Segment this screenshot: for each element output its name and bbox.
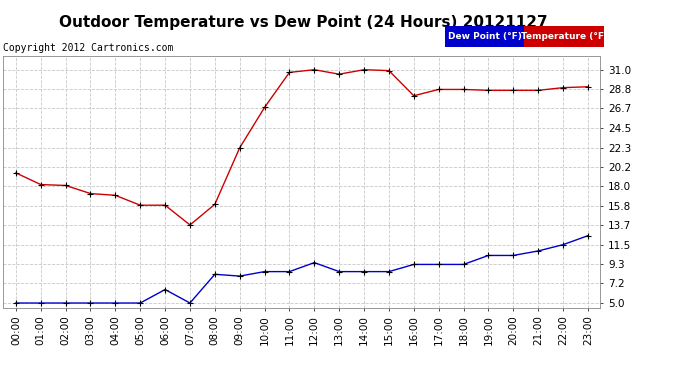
Text: Outdoor Temperature vs Dew Point (24 Hours) 20121127: Outdoor Temperature vs Dew Point (24 Hou… xyxy=(59,15,548,30)
Text: Dew Point (°F): Dew Point (°F) xyxy=(448,32,522,41)
Text: Copyright 2012 Cartronics.com: Copyright 2012 Cartronics.com xyxy=(3,43,174,53)
Text: Temperature (°F): Temperature (°F) xyxy=(520,32,608,41)
